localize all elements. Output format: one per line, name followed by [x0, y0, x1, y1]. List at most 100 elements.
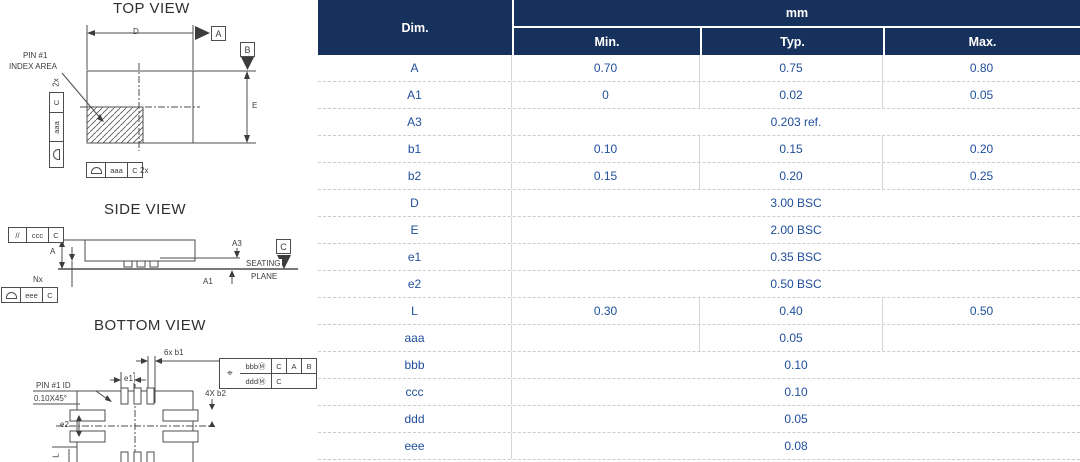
typ-cell: 0.05: [700, 325, 883, 351]
fcf-tolerance-cell: bbbⓂ: [245, 361, 266, 371]
fcf-datum-cell: C: [42, 288, 57, 302]
header-max: Max.: [883, 26, 1080, 55]
span-value-cell: 2.00 BSC: [770, 223, 822, 237]
header-typ: Typ.: [700, 26, 883, 55]
side-view-title: SIDE VIEW: [104, 201, 187, 218]
table-row: b2 0.15 0.20 0.25: [318, 163, 1080, 190]
dim-cell: b1: [318, 136, 512, 162]
seating-plane-label-line2: PLANE: [251, 272, 278, 281]
table-row: ddd 0.05: [318, 406, 1080, 433]
span-value-cell: 0.35 BSC: [770, 250, 822, 264]
dim-cell: eee: [318, 433, 512, 459]
dim-b1-label: 6x b1: [164, 348, 184, 357]
table-row: b1 0.10 0.15 0.20: [318, 136, 1080, 163]
dim-a3-label: A3: [232, 239, 242, 248]
dim-b2-label: 4X b2: [205, 389, 226, 398]
table-row: e2 0.50 BSC: [318, 271, 1080, 298]
min-cell: 0.10: [512, 136, 700, 162]
min-cell: 0.15: [512, 163, 700, 189]
max-cell: [883, 325, 1080, 351]
table-row: aaa 0.05: [318, 325, 1080, 352]
pin1-id-label-line1: PIN #1 ID: [36, 381, 71, 390]
span-value-cell: 0.10: [784, 385, 808, 399]
profile-surface-icon: [87, 163, 105, 177]
fcf-tolerance-cell: dddⓂ: [245, 376, 266, 386]
dim-l-label: L: [51, 453, 61, 458]
table-row: D 3.00 BSC: [318, 190, 1080, 217]
fcf-datum-cell: A: [286, 359, 301, 373]
dim-cell: A1: [318, 82, 512, 108]
profile-fcf-eee: eee C: [1, 287, 58, 303]
header-min: Min.: [512, 26, 700, 55]
header-unit-mm: mm: [512, 0, 1080, 26]
dim-cell: D: [318, 190, 512, 216]
parallelism-icon: //: [15, 230, 20, 240]
table-header: Dim. mm Min. Typ. Max.: [318, 0, 1080, 55]
fcf-datum-cell: C: [127, 163, 142, 177]
pin1-index-label-line2: INDEX AREA: [9, 62, 58, 71]
table-row: eee 0.08: [318, 433, 1080, 460]
table-row: A3 0.203 ref.: [318, 109, 1080, 136]
fcf-tolerance-cell: ccc: [26, 228, 48, 242]
max-cell: 0.20: [969, 142, 994, 156]
fcf-side-note: 2x: [51, 78, 61, 87]
parallelism-fcf: // ccc C: [8, 227, 64, 243]
seating-plane-label-line1: SEATING: [245, 259, 282, 268]
table-row: ccc 0.10: [318, 379, 1080, 406]
max-cell: 0.25: [969, 169, 994, 183]
fcf-tolerance-cell: eee: [20, 288, 42, 302]
table-row: bbb 0.10: [318, 352, 1080, 379]
pin1-index-label-line1: PIN #1: [23, 51, 48, 60]
typ-cell: 0.75: [700, 55, 883, 81]
table-row: e1 0.35 BSC: [318, 244, 1080, 271]
dim-a1-label: A1: [203, 277, 213, 286]
span-value-cell: 0.203 ref.: [770, 115, 822, 129]
fcf-datum-cell: B: [301, 359, 316, 373]
profile-fcf-bottom: aaa C: [86, 162, 143, 178]
package-drawings-panel: TOP VIEW D A B E PIN #1 INDEX AREA C aaa…: [0, 0, 318, 462]
dim-cell: aaa: [318, 325, 512, 351]
typ-cell: 0.15: [700, 136, 883, 162]
dim-e-label: E: [252, 101, 258, 110]
fcf-datum-cell: C: [48, 228, 63, 242]
dim-cell: bbb: [318, 352, 512, 378]
dim-cell: e2: [318, 271, 512, 297]
max-cell: 0.80: [969, 61, 994, 75]
dim-cell: L: [318, 298, 512, 324]
span-value-cell: 0.10: [784, 358, 808, 372]
table-row: A 0.70 0.75 0.80: [318, 55, 1080, 82]
drawing-linework: [33, 25, 298, 462]
max-cell: 0.05: [969, 88, 994, 102]
datum-a-box: A: [211, 26, 226, 41]
fcf-datum-cell: C: [271, 374, 286, 388]
bottom-view-title: BOTTOM VIEW: [94, 317, 206, 334]
dim-a-label: A: [50, 247, 56, 256]
dim-e1-label: e1: [123, 374, 134, 383]
table-row: E 2.00 BSC: [318, 217, 1080, 244]
min-cell: 0.70: [512, 55, 700, 81]
max-cell: 0.50: [969, 304, 994, 318]
flatness-fcf-vertical: C aaa: [49, 92, 64, 168]
pin-count-note: Nx: [33, 275, 43, 284]
fcf-bottom-note: 2x: [140, 166, 149, 175]
span-value-cell: 3.00 BSC: [770, 196, 822, 210]
typ-cell: 0.02: [700, 82, 883, 108]
min-cell: 0.30: [512, 298, 700, 324]
header-dim: Dim.: [318, 0, 512, 55]
fcf-tolerance-cell: aaa: [50, 112, 63, 140]
table-row: L 0.30 0.40 0.50: [318, 298, 1080, 325]
fcf-datum-cell: C: [271, 359, 286, 373]
pin1-id-label-line2: 0.10X45°: [34, 394, 68, 403]
dimensions-table: Dim. mm Min. Typ. Max. A 0.70 0.75 0.80 …: [318, 0, 1080, 462]
dim-cell: e1: [318, 244, 512, 270]
dim-cell: b2: [318, 163, 512, 189]
span-value-cell: 0.08: [784, 439, 808, 453]
table-row: A1 0 0.02 0.05: [318, 82, 1080, 109]
min-cell: [512, 325, 700, 351]
profile-surface-icon: [2, 288, 20, 302]
position-fcf: ⌖ bbbⓂ C A B dddⓂ C: [219, 358, 317, 389]
typ-cell: 0.40: [700, 298, 883, 324]
datum-c-box: C: [276, 239, 291, 254]
dim-cell: A: [318, 55, 512, 81]
span-value-cell: 0.50 BSC: [770, 277, 822, 291]
